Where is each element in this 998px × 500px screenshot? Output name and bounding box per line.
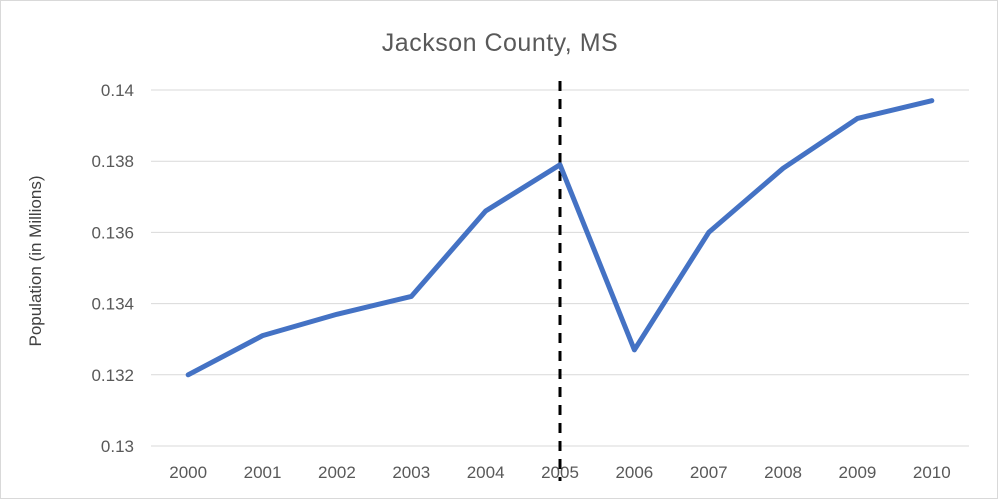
x-tick-labels: 2000 2001 2002 2003 2004 2005 2006 2007 2008 2009… xyxy=(169,463,950,482)
y-tick-label: 0.138 xyxy=(91,152,134,171)
y-tick-labels: 0.13 0.132 0.134 0.136 0.138 0.14 xyxy=(91,81,134,456)
x-tick-label: 2000 xyxy=(169,463,207,482)
data-point xyxy=(931,100,933,102)
y-tick-label: 0.14 xyxy=(101,81,134,100)
data-point xyxy=(187,374,189,376)
x-tick-label: 2008 xyxy=(764,463,802,482)
y-tick-label: 0.136 xyxy=(91,223,134,242)
data-point xyxy=(633,349,635,351)
x-tick-label: 2002 xyxy=(318,463,356,482)
x-tick-label: 2005 xyxy=(541,463,579,482)
data-point xyxy=(336,313,338,315)
data-point xyxy=(485,210,487,212)
x-tick-label: 2004 xyxy=(467,463,505,482)
data-point xyxy=(856,117,858,119)
x-tick-label: 2001 xyxy=(244,463,282,482)
x-tick-label: 2007 xyxy=(690,463,728,482)
chart-title: Jackson County, MS xyxy=(381,29,619,57)
data-point xyxy=(559,164,561,166)
data-point xyxy=(708,231,710,233)
y-tick-label: 0.132 xyxy=(91,366,134,385)
data-point xyxy=(410,295,412,297)
data-point xyxy=(262,335,264,337)
x-tick-label: 2010 xyxy=(913,463,951,482)
series-layer xyxy=(185,98,935,378)
y-tick-label: 0.13 xyxy=(101,437,134,456)
data-point xyxy=(782,167,784,169)
x-tick-label: 2009 xyxy=(839,463,877,482)
y-tick-label: 0.134 xyxy=(91,295,134,314)
x-tick-label: 2003 xyxy=(392,463,430,482)
x-tick-label: 2006 xyxy=(615,463,653,482)
